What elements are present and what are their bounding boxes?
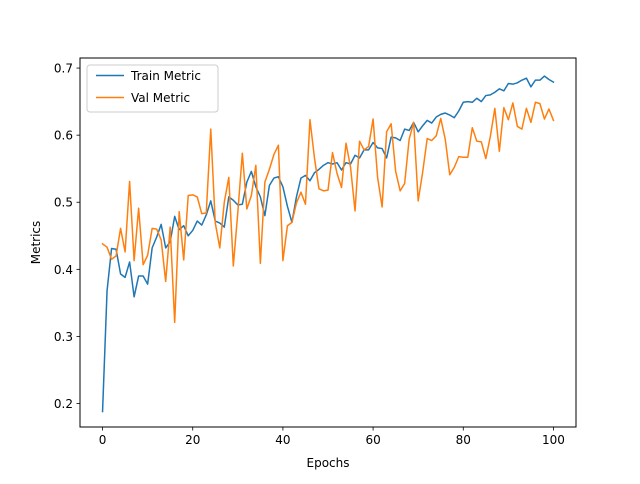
y-tick-label: 0.7 [54, 62, 73, 76]
y-axis-label: Metrics [29, 221, 43, 265]
y-tick-label: 0.5 [54, 196, 73, 210]
x-tick-label: 80 [456, 433, 471, 447]
y-axis-ticks: 0.2 0.3 0.4 0.5 0.6 0.7 [54, 62, 80, 411]
x-tick-label: 100 [542, 433, 565, 447]
x-tick-label: 20 [185, 433, 200, 447]
x-axis-label: Epochs [307, 456, 350, 470]
x-tick-label: 40 [275, 433, 290, 447]
val-metric-line [101, 101, 555, 324]
legend-box [86, 64, 219, 113]
y-tick-label: 0.6 [54, 129, 73, 143]
y-tick-label: 0.2 [54, 397, 73, 411]
x-tick-label: 0 [99, 433, 107, 447]
y-tick-label: 0.4 [54, 263, 73, 277]
legend-label-val: Val Metric [131, 91, 190, 105]
plot-area-frame [79, 57, 577, 428]
x-tick-label: 60 [365, 433, 380, 447]
legend-label-train: Train Metric [130, 69, 201, 83]
series-lines [101, 75, 555, 413]
x-axis-ticks: 0 20 40 60 80 100 [99, 427, 565, 447]
y-tick-label: 0.3 [54, 330, 73, 344]
train-metric-line [101, 75, 555, 413]
legend: Train Metric Val Metric [86, 64, 219, 113]
